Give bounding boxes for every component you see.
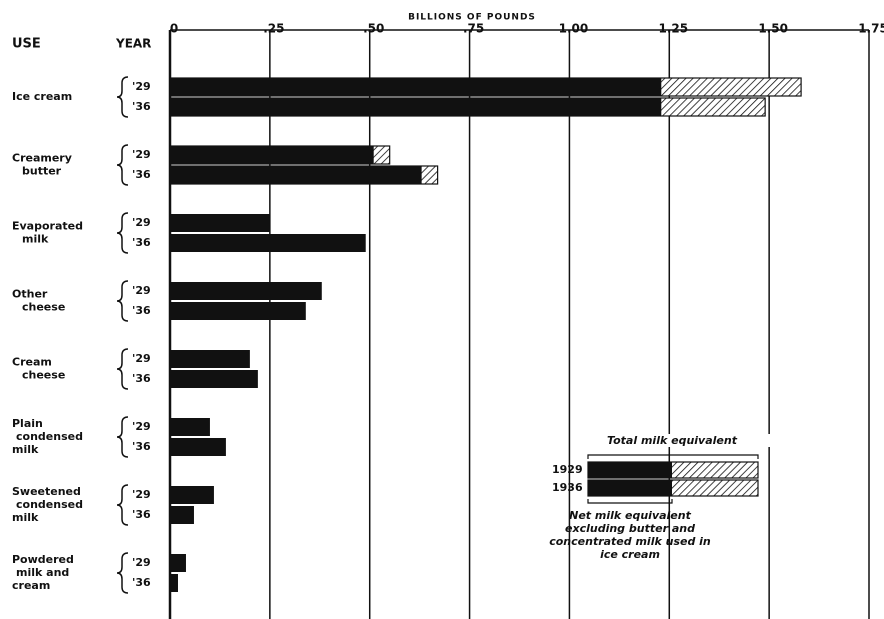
net-bar	[170, 506, 194, 524]
year-label: '36	[132, 508, 151, 521]
category-label: Cream	[12, 356, 52, 369]
category-label: condensed	[16, 498, 83, 511]
category-label: cheese	[22, 369, 65, 382]
x-axis-label: BILLIONS OF POUNDS	[408, 13, 536, 23]
year-brace	[116, 348, 129, 390]
year-brace	[116, 280, 129, 322]
category-label: cream	[12, 579, 50, 592]
category-label: Other	[12, 288, 48, 301]
net-bar	[170, 234, 366, 252]
x-tick-label: 1.75	[858, 22, 884, 36]
category-label: butter	[22, 165, 62, 178]
year-label: '29	[132, 216, 151, 229]
net-bar	[170, 418, 210, 436]
legend-net-label: Net milk equivalent excluding butter and…	[549, 509, 711, 561]
year-brace	[116, 552, 129, 594]
year-label: '36	[132, 168, 151, 181]
legend-year: 1929	[552, 463, 583, 476]
category-label: Creamery	[12, 152, 72, 165]
category-label: Ice cream	[12, 90, 72, 103]
net-bar	[170, 438, 226, 456]
net-bar	[170, 486, 214, 504]
year-label: '36	[132, 236, 151, 249]
year-label: '29	[132, 352, 151, 365]
x-tick-label: 1.25	[658, 22, 688, 36]
net-bar	[170, 370, 258, 388]
net-bar	[170, 554, 186, 572]
year-label: '29	[132, 488, 151, 501]
legend-bracket-bottom	[587, 499, 673, 504]
net-bar	[170, 282, 322, 300]
legend-total-label: Total milk equivalent	[572, 434, 772, 447]
net-bar	[170, 350, 250, 368]
category-label: cheese	[22, 301, 65, 314]
category-label: milk and	[16, 566, 69, 579]
use-header: USE	[12, 37, 41, 52]
year-brace	[116, 212, 129, 254]
legend-year: 1936	[552, 481, 583, 494]
year-label: '29	[132, 80, 151, 93]
x-tick-label: 1.50	[758, 22, 788, 36]
net-bar	[170, 98, 662, 116]
category-label: Evaporated	[12, 220, 83, 233]
net-bar	[170, 574, 178, 592]
legend-net	[588, 462, 672, 478]
net-bar	[170, 146, 374, 164]
category-label: milk	[12, 443, 39, 456]
year-brace	[116, 484, 129, 526]
category-label: condensed	[16, 430, 83, 443]
year-header: YEAR	[115, 37, 151, 51]
year-label: '36	[132, 100, 151, 113]
category-label: milk	[22, 233, 49, 246]
net-bar	[170, 302, 306, 320]
year-label: '36	[132, 440, 151, 453]
category-label: Sweetened	[12, 485, 81, 498]
year-label: '29	[132, 148, 151, 161]
net-bar	[170, 214, 270, 232]
year-label: '36	[132, 372, 151, 385]
x-tick-label: .25	[263, 22, 284, 36]
legend-net	[588, 480, 672, 496]
year-label: '29	[132, 284, 151, 297]
category-label: Powdered	[12, 553, 74, 566]
x-tick-label: 1.00	[559, 22, 589, 36]
year-brace	[116, 76, 129, 118]
category-label: Plain	[12, 417, 43, 430]
net-bar	[170, 166, 422, 184]
year-brace	[116, 416, 129, 458]
year-label: '36	[132, 576, 151, 589]
x-tick-label: .50	[363, 22, 384, 36]
legend-bracket-top	[587, 454, 759, 459]
net-bar	[170, 78, 662, 96]
x-tick-label: .75	[463, 22, 484, 36]
year-label: '36	[132, 304, 151, 317]
year-brace	[116, 144, 129, 186]
x-tick-label: 0	[170, 22, 178, 36]
year-label: '29	[132, 556, 151, 569]
year-label: '29	[132, 420, 151, 433]
category-label: milk	[12, 511, 39, 524]
